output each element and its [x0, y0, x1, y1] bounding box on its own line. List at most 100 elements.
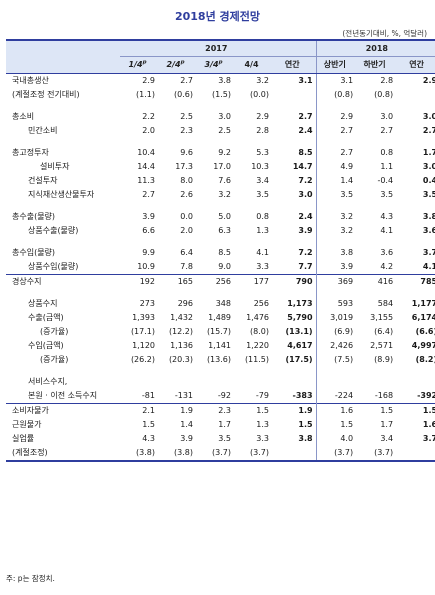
- table-cell: (17.1): [130, 327, 155, 336]
- period-label: 3/4: [204, 60, 219, 69]
- table-cell: 1.5: [142, 420, 155, 429]
- header-blank-2: [6, 56, 120, 74]
- table-cell: 11.3: [137, 176, 155, 185]
- table-cell: 2.2: [142, 112, 155, 121]
- table-cell: 2.8: [256, 126, 269, 135]
- table-cell: (3.7): [234, 446, 272, 462]
- table-cell: (6.6): [415, 327, 435, 336]
- row-label: 서비스수지,: [28, 377, 68, 386]
- period-header-cell: 3/4p: [196, 56, 234, 74]
- table-cell: 17.0: [213, 162, 231, 171]
- table-cell: 3.5: [218, 434, 231, 443]
- spacer-cell: [158, 289, 196, 297]
- table-cell: (15.7): [206, 327, 231, 336]
- table-cell: (8.2): [415, 355, 435, 364]
- table-row: 국내총생산 2.9 2.7 3.8 3.2 3.13.1 2.8 2.9: [6, 73, 435, 88]
- table-cell: 1,141: [208, 341, 231, 350]
- spacer-cell: [356, 238, 396, 246]
- table-row: (증가율) (17.1) (12.2) (15.7) (8.0) (13.1) (6.9) (…: [6, 325, 435, 339]
- table-cell: (7.5): [315, 353, 357, 367]
- table-cell: 2.9: [142, 76, 155, 85]
- table-cell: 1.3: [256, 420, 269, 429]
- preliminary-mark: p: [218, 59, 223, 66]
- spacer-cell: [396, 202, 435, 210]
- table-row: 총수입(물량) 9.9 6.4 8.5 4.1 7.2 3.8 3.6 3.7: [6, 246, 435, 260]
- period-header-cell: 연간: [396, 56, 435, 74]
- table-cell: 1.7: [422, 148, 435, 157]
- spacer-cell: [396, 289, 435, 297]
- table-cell: 2.4: [298, 212, 313, 221]
- table-cell: 1.1: [380, 162, 394, 171]
- spacer-cell: [6, 289, 120, 297]
- table-cell: 3.9: [142, 212, 155, 221]
- table-cell: 17.3: [175, 162, 193, 171]
- table-cell: 3.8: [298, 434, 313, 443]
- row-label: 총수입(물량): [12, 248, 56, 257]
- table-cell: 2.9: [315, 110, 357, 124]
- table-cell: 2.6: [180, 190, 193, 199]
- table-cell: (1.1): [136, 90, 155, 99]
- table-cell: 2.7: [380, 126, 394, 135]
- table-cell: 3,155: [370, 313, 394, 322]
- spacer-cell: [234, 238, 272, 246]
- table-cell: 3.9: [298, 226, 313, 235]
- spacer-cell: [396, 238, 435, 246]
- table-cell: 7.6: [218, 176, 231, 185]
- row-label: (계절조정 전기대비): [12, 90, 80, 99]
- table-cell: -392: [417, 391, 435, 400]
- table-cell: 0.4: [422, 176, 435, 185]
- spacer-cell: [315, 138, 357, 146]
- table-cell: 593: [315, 297, 357, 311]
- table-cell: [315, 375, 357, 389]
- spacer-cell: [272, 138, 316, 146]
- table-cell: 1,489: [208, 313, 231, 322]
- table-cell: 1.5: [234, 403, 272, 418]
- table-row: 총고정투자 10.4 9.6 9.2 5.3 8.5 2.7 0.8 1.7: [6, 146, 435, 160]
- table-cell: 1,476: [246, 313, 269, 322]
- table-cell: 3.2: [315, 224, 357, 238]
- period-header-cell: 1/4p: [120, 56, 158, 74]
- table-cell: [356, 375, 396, 389]
- table-cell: 2,571: [370, 341, 394, 350]
- spacer-cell: [158, 202, 196, 210]
- row-label: 소비자물가: [6, 403, 120, 418]
- table-cell: (3.8): [120, 446, 158, 462]
- table-cell: 3.3: [256, 434, 269, 443]
- table-cell: [272, 446, 317, 462]
- table-cell: [158, 375, 196, 389]
- table-cell: -81: [141, 391, 155, 400]
- table-cell: (8.9): [374, 355, 394, 364]
- table-cell: (20.3): [168, 355, 193, 364]
- table-cell: 3.2: [256, 76, 269, 85]
- table-cell: 3.0: [422, 162, 435, 171]
- spacer-cell: [196, 138, 234, 146]
- table-cell: 3.7: [422, 434, 435, 443]
- row-label: 수입(금액): [28, 341, 64, 350]
- table-cell: 1,220: [246, 341, 269, 350]
- table-cell: 6.6: [142, 226, 155, 235]
- table-cell: (8.0): [250, 327, 269, 336]
- row-label: 국내총생산: [12, 76, 49, 85]
- spacer-cell: [272, 289, 316, 297]
- table-cell: (3.7): [356, 446, 397, 462]
- table-row: 실업률 4.3 3.9 3.5 3.3 3.8 4.0 3.4 3.7: [6, 432, 435, 446]
- table-cell: -383: [292, 391, 313, 400]
- table-cell: 4.1: [380, 226, 394, 235]
- table-cell: 3.2: [218, 190, 231, 199]
- table-cell: 2.9: [422, 76, 435, 85]
- table-cell: 4.1: [422, 262, 435, 271]
- spacer-row: [6, 238, 435, 246]
- table-cell: 9.2: [218, 148, 231, 157]
- table-cell: 3.8: [315, 246, 357, 260]
- table-cell: 3.8: [218, 76, 231, 85]
- table-cell: 0.8: [380, 148, 394, 157]
- table-row: 상품수출(물량) 6.6 2.0 6.3 1.3 3.9 3.2 4.1 3.6: [6, 224, 435, 238]
- table-cell: 1,120: [132, 341, 155, 350]
- table-cell: (3.7): [196, 446, 234, 462]
- table-row: 건설투자 11.3 8.0 7.6 3.4 7.2 1.4 -0.4 0.4: [6, 174, 435, 188]
- spacer-cell: [158, 238, 196, 246]
- spacer-cell: [120, 238, 158, 246]
- row-label: 본원 · 이전 소득수지: [28, 391, 98, 400]
- table-cell: (6.4): [374, 327, 394, 336]
